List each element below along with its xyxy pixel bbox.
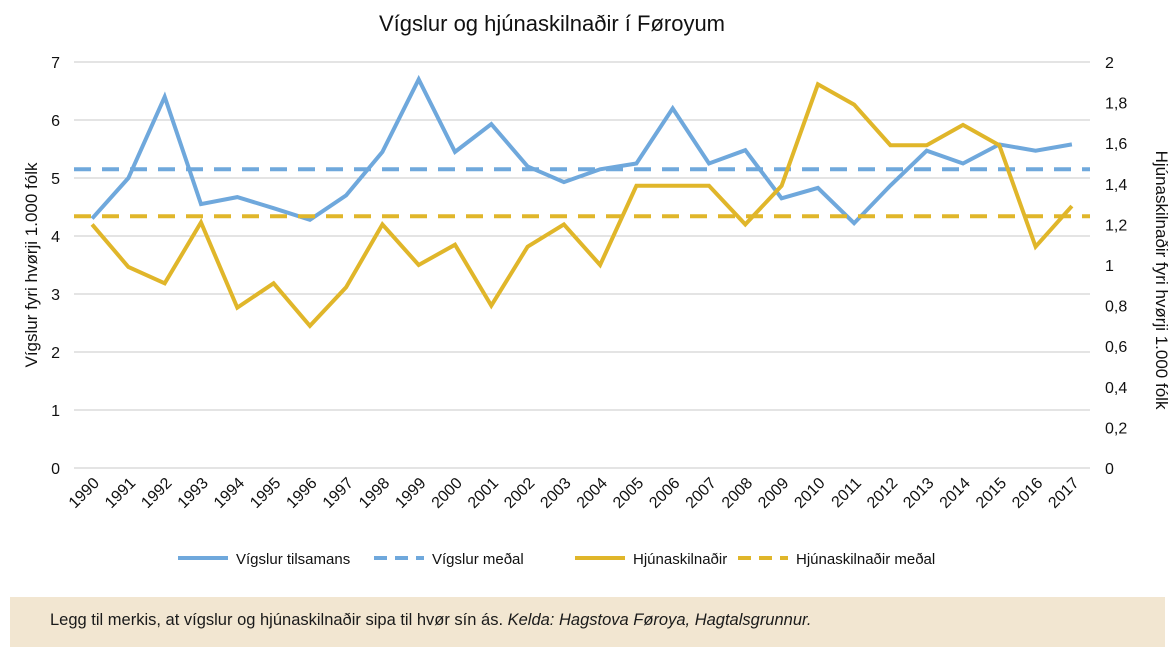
- y-right-tick-label: 0,4: [1105, 380, 1127, 397]
- x-tick-label: 1992: [138, 475, 175, 512]
- y-left-tick-label: 7: [51, 55, 60, 72]
- legend: Vígslur tilsamans Vígslur meðal Hjúnaskiln…: [178, 551, 935, 568]
- x-tick-label: 2009: [755, 475, 792, 512]
- x-tick-label: 2004: [574, 475, 611, 512]
- series-line-0: [90, 74, 1073, 227]
- y-axis-right-ticks: 0 0,2 0,4 0,6 0,8 1 1,2 1,4 1,6 1,8 2: [1105, 55, 1127, 478]
- gridlines: [74, 61, 1090, 469]
- y-axis-right-label: Hjúnaskilnaðir fyri hvørji 1.000 fólk: [1152, 151, 1171, 410]
- chart: Vígslur og hjúnaskilnaðir í Føroyum 0 1 2 3…: [22, 11, 1171, 568]
- legend-label: Vígslur meðal: [432, 551, 524, 568]
- y-left-tick-label: 5: [51, 171, 60, 188]
- chart-title: Vígslur og hjúnaskilnaðir í Føroyum: [379, 11, 725, 36]
- series-lines: [74, 74, 1090, 329]
- y-left-tick-label: 3: [51, 287, 60, 304]
- x-tick-label: 1994: [211, 475, 248, 512]
- x-tick-label: 2012: [864, 475, 901, 512]
- x-tick-label: 2014: [937, 475, 974, 512]
- y-axis-left-label: Vígslur fyri hvørji 1.000 fólk: [22, 162, 41, 368]
- legend-label: Hjúnaskilnaðir meðal: [796, 551, 935, 568]
- y-left-tick-label: 2: [51, 345, 60, 362]
- legend-label: Hjúnaskilnaðir: [633, 551, 727, 568]
- legend-label: Vígslur tilsamans: [236, 551, 350, 568]
- x-axis-ticks: 1990 1991 1992 1993 1994 1995 1996 1997 1998 1999…: [66, 475, 1083, 512]
- x-tick-label: 2001: [465, 475, 502, 512]
- y-right-tick-label: 1,4: [1105, 177, 1127, 194]
- x-tick-label: 2011: [829, 475, 865, 511]
- x-tick-label: 2008: [719, 475, 756, 512]
- y-right-tick-label: 1: [1105, 258, 1114, 275]
- y-right-tick-label: 1,8: [1105, 96, 1127, 113]
- y-axis-left-ticks: 0 1 2 3 4 5 6 7: [51, 55, 60, 478]
- y-right-tick-label: 0,8: [1105, 299, 1127, 316]
- series-line-2: [90, 81, 1074, 329]
- x-tick-label: 1998: [356, 475, 393, 512]
- y-right-tick-label: 2: [1105, 55, 1114, 72]
- x-tick-label: 2003: [537, 475, 574, 512]
- y-left-tick-label: 6: [51, 113, 60, 130]
- x-tick-label: 1990: [66, 475, 103, 512]
- y-right-tick-label: 1,6: [1105, 136, 1127, 153]
- y-left-tick-label: 1: [51, 403, 60, 420]
- x-tick-label: 2010: [791, 475, 828, 512]
- x-tick-label: 1993: [175, 475, 212, 512]
- x-tick-label: 1997: [320, 475, 357, 512]
- x-tick-label: 2007: [683, 475, 720, 512]
- footnote-text: Legg til merkis, at vígslur og hjúnaskil…: [50, 611, 508, 629]
- footnote-source: Kelda: Hagstova Føroya, Hagtalsgrunnur.: [507, 611, 812, 629]
- x-tick-label: 1999: [392, 475, 429, 512]
- x-tick-label: 2013: [900, 475, 937, 512]
- x-tick-label: 2006: [646, 475, 683, 512]
- y-left-tick-label: 0: [51, 461, 60, 478]
- x-tick-label: 2000: [429, 475, 466, 512]
- x-tick-label: 2016: [1009, 475, 1046, 512]
- y-left-tick-label: 4: [51, 229, 60, 246]
- y-right-tick-label: 0: [1105, 461, 1114, 478]
- x-tick-label: 1991: [102, 475, 139, 512]
- y-right-tick-label: 0,6: [1105, 339, 1127, 356]
- x-tick-label: 1996: [283, 475, 320, 512]
- y-right-tick-label: 1,2: [1105, 217, 1127, 234]
- x-tick-label: 2005: [610, 475, 647, 512]
- x-tick-label: 2015: [973, 475, 1010, 512]
- x-tick-label: 2002: [501, 475, 538, 512]
- footnote-box: Legg til merkis, at vígslur og hjúnaskil…: [10, 597, 1165, 647]
- x-tick-label: 1995: [247, 475, 284, 512]
- x-tick-label: 2017: [1045, 475, 1082, 512]
- y-right-tick-label: 0,2: [1105, 420, 1127, 437]
